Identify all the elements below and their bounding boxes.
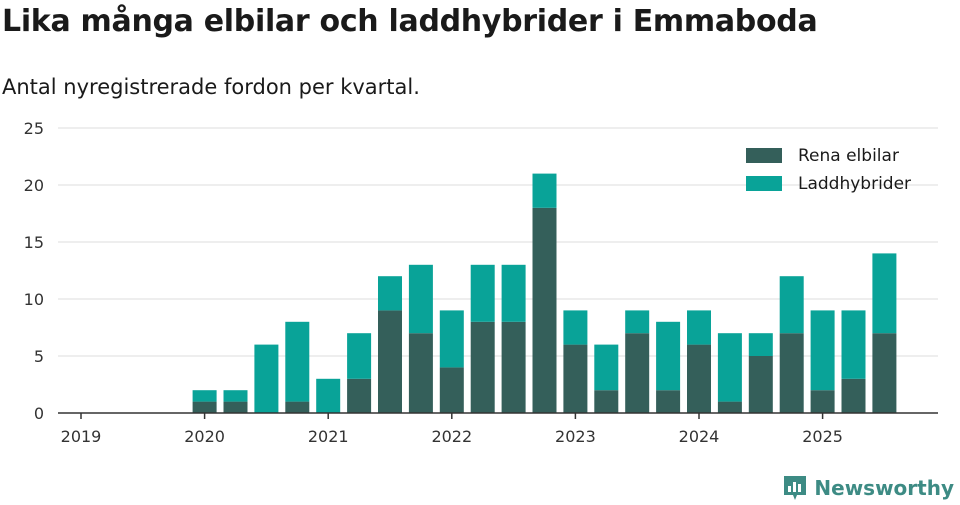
- x-tick-label: 2023: [555, 427, 596, 446]
- bar-rena-elbilar-2023-Q1: [563, 344, 588, 413]
- bar-rena-elbilar-2023-Q3: [625, 333, 650, 413]
- chart-subtitle: Antal nyregistrerade fordon per kvartal.: [2, 75, 420, 99]
- x-tick-label: 2019: [61, 427, 102, 446]
- bar-rena-elbilar-2022-Q2: [470, 321, 495, 413]
- bar-rena-elbilar-2022-Q1: [439, 367, 464, 413]
- newsworthy-logo-icon: [784, 476, 807, 500]
- y-tick-label: 20: [24, 176, 44, 195]
- bar-laddhybrider-2023-Q3: [625, 310, 650, 334]
- bar-laddhybrider-2021-Q3: [378, 276, 402, 311]
- x-tick-label: 2021: [308, 427, 349, 446]
- bar-rena-elbilar-2024-Q4: [779, 333, 804, 413]
- y-tick-label: 0: [34, 404, 44, 423]
- legend-label: Laddhybrider: [798, 174, 911, 194]
- bar-rena-elbilar-2022-Q3: [501, 321, 526, 413]
- bar-rena-elbilar-2024-Q3: [748, 356, 773, 413]
- bar-rena-elbilar-2021-Q3: [378, 310, 402, 413]
- y-tick-label: 5: [34, 347, 44, 366]
- chart-title: Lika många elbilar och laddhybrider i Em…: [2, 4, 818, 39]
- bar-rena-elbilar-2025-Q3: [872, 333, 897, 413]
- bar-rena-elbilar-2024-Q2: [717, 401, 742, 413]
- newsworthy-logo: Newsworthy: [782, 474, 954, 502]
- bar-laddhybrider-2021-Q4: [408, 264, 433, 334]
- bar-laddhybrider-2022-Q2: [470, 264, 495, 322]
- bar-rena-elbilar-2023-Q4: [656, 390, 681, 413]
- y-tick-label: 15: [24, 233, 44, 252]
- bar-rena-elbilar-2020-Q4: [285, 401, 310, 413]
- bar-laddhybrider-2023-Q1: [563, 310, 588, 345]
- bar-laddhybrider-2020-Q2: [223, 390, 248, 402]
- bar-laddhybrider-2022-Q4: [532, 173, 557, 208]
- bar-laddhybrider-2025-Q2: [841, 310, 866, 379]
- bar-laddhybrider-2025-Q3: [872, 253, 897, 334]
- y-tick-label: 10: [24, 290, 44, 309]
- bar-rena-elbilar-2025-Q1: [810, 390, 835, 413]
- bar-rena-elbilar-2024-Q1: [687, 344, 711, 413]
- bar-rena-elbilar-2025-Q2: [841, 378, 866, 413]
- y-tick-label: 25: [24, 119, 44, 138]
- bar-rena-elbilar-2022-Q4: [532, 207, 557, 413]
- legend-label: Rena elbilar: [798, 146, 899, 166]
- bar-laddhybrider-2024-Q3: [748, 333, 773, 356]
- bar-laddhybrider-2020-Q1: [192, 390, 217, 402]
- x-tick-label: 2020: [184, 427, 225, 446]
- bar-laddhybrider-2024-Q2: [717, 333, 742, 402]
- bar-rena-elbilar-2023-Q2: [594, 390, 619, 413]
- bar-rena-elbilar-2021-Q2: [347, 378, 372, 413]
- bar-laddhybrider-2025-Q1: [810, 310, 835, 391]
- bar-laddhybrider-2020-Q4: [285, 321, 310, 402]
- bar-rena-elbilar-2020-Q1: [192, 401, 217, 413]
- bar-laddhybrider-2021-Q2: [347, 333, 372, 379]
- legend-swatch-rena-elbilar: [746, 148, 782, 163]
- x-tick-label: 2022: [431, 427, 472, 446]
- bar-laddhybrider-2024-Q4: [779, 276, 804, 334]
- bar-laddhybrider-2023-Q4: [656, 321, 681, 391]
- bar-laddhybrider-2021-Q1: [316, 378, 341, 413]
- x-tick-label: 2025: [802, 427, 843, 446]
- legend-swatch-laddhybrider: [746, 176, 782, 191]
- x-tick-label: 2024: [679, 427, 720, 446]
- bar-rena-elbilar-2020-Q2: [223, 401, 248, 413]
- bar-laddhybrider-2024-Q1: [687, 310, 711, 345]
- bar-laddhybrider-2023-Q2: [594, 344, 619, 391]
- brand-name: Newsworthy: [814, 476, 954, 500]
- bar-laddhybrider-2022-Q3: [501, 264, 526, 322]
- bar-laddhybrider-2022-Q1: [439, 310, 464, 368]
- bar-rena-elbilar-2021-Q4: [408, 333, 433, 413]
- bar-laddhybrider-2020-Q3: [254, 344, 279, 413]
